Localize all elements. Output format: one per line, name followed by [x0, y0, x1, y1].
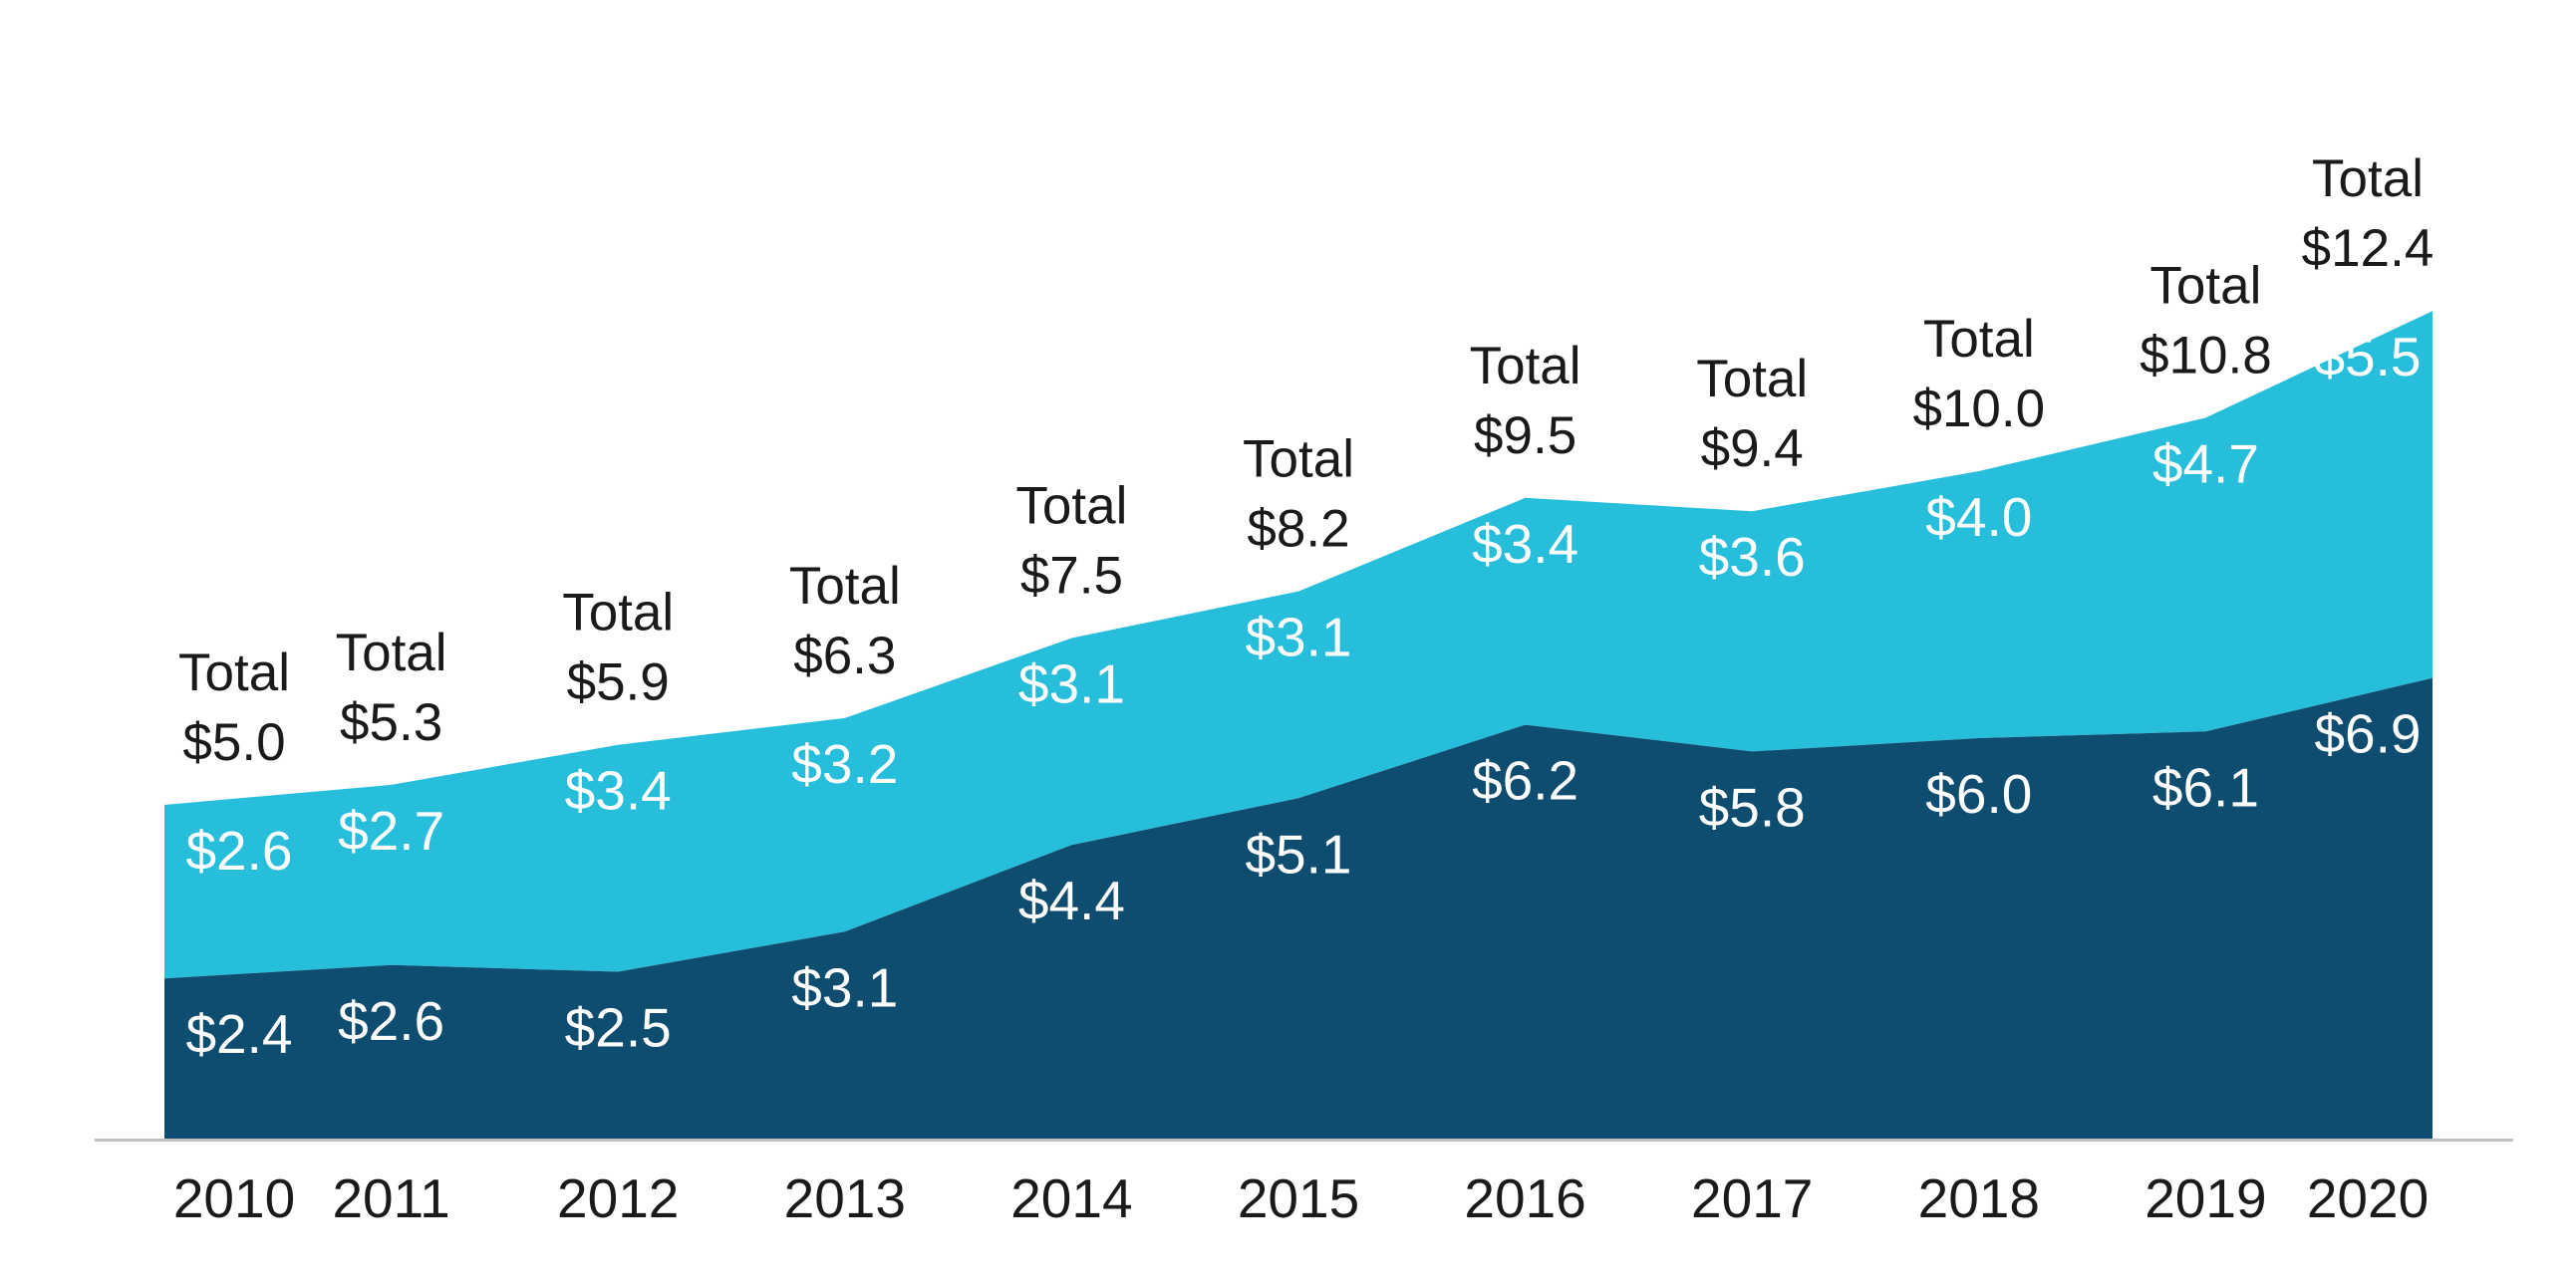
series-2-label: $3.4: [1472, 513, 1578, 575]
total-word-label: Total: [1243, 430, 1354, 489]
total-value-label: $7.5: [1020, 547, 1123, 606]
x-tick-label: 2012: [557, 1167, 679, 1229]
x-tick-labels-layer: 2010 2011 2012 2013 2014 2015 2016 2017 2018 2019…: [173, 1167, 2429, 1229]
total-word-label: Total: [1470, 337, 1581, 395]
total-word-label: Total: [2312, 149, 2424, 208]
series-1-label: $6.0: [1925, 763, 2032, 825]
series-2-label: $3.4: [565, 760, 672, 822]
total-value-label: $5.3: [340, 693, 442, 752]
x-tick-label: 2015: [1238, 1167, 1359, 1229]
series-2-label: $3.2: [791, 733, 898, 795]
data-labels-layer: $2.4 $2.6 $2.5 $3.1 $4.4 $5.1 $6.2 $5.8 $6.0 $6.1…: [185, 326, 2421, 1065]
series-1-label: $2.6: [338, 990, 444, 1052]
x-tick-label: 2016: [1464, 1167, 1585, 1229]
x-tick-label: 2010: [173, 1167, 295, 1229]
total-word-label: Total: [1696, 350, 1808, 408]
series-2-label: $5.5: [2314, 326, 2421, 387]
total-labels-layer: Total $5.0 Total $5.3 Total $5.9 Total $6.3 Tota…: [178, 149, 2433, 772]
x-tick-label: 2018: [1918, 1167, 2040, 1229]
x-tick-label: 2014: [1010, 1167, 1132, 1229]
total-value-label: $10.0: [1912, 380, 2045, 438]
total-word-label: Total: [1015, 477, 1127, 536]
series-1-area: [164, 677, 2433, 1139]
series-1-label: $4.4: [1018, 870, 1125, 931]
total-value-label: $9.5: [1474, 406, 1576, 465]
series-2-label: $3.1: [1245, 607, 1351, 668]
x-tick-label: 2019: [2145, 1167, 2266, 1229]
series-1-label: $6.1: [2152, 756, 2259, 818]
x-tick-label: 2013: [784, 1167, 906, 1229]
total-word-label: Total: [178, 644, 290, 702]
series-2-label: $4.7: [2152, 432, 2259, 494]
series-1-label: $6.9: [2314, 703, 2421, 765]
series-2-label: $2.7: [338, 800, 444, 862]
x-tick-label: 2020: [2307, 1167, 2429, 1229]
series-2-label: $3.6: [1699, 526, 1806, 588]
series-1-label: $3.1: [791, 956, 898, 1018]
total-value-label: $5.9: [567, 653, 670, 712]
series-1-label: $2.5: [565, 997, 672, 1059]
series-2-label: $2.6: [185, 820, 292, 882]
series-1-label: $2.4: [185, 1003, 292, 1065]
total-word-label: Total: [1923, 310, 2035, 369]
series-2-area: [164, 311, 2433, 979]
x-tick-label: 2017: [1691, 1167, 1813, 1229]
total-word-label: Total: [562, 584, 674, 643]
series-1-label: $6.2: [1472, 750, 1578, 812]
total-value-label: $6.3: [793, 627, 896, 685]
total-value-label: $9.4: [1701, 419, 1804, 478]
series-2-label: $4.0: [1925, 486, 2032, 548]
x-tick-label: 2011: [332, 1167, 449, 1229]
total-value-label: $5.0: [182, 713, 285, 772]
series-1-label: $5.1: [1245, 823, 1351, 885]
total-value-label: $8.2: [1247, 500, 1349, 559]
total-word-label: Total: [336, 624, 447, 682]
total-word-label: Total: [2149, 256, 2261, 315]
series-2-label: $3.1: [1018, 653, 1125, 715]
total-value-label: $12.4: [2302, 219, 2434, 278]
areas-layer: [164, 311, 2433, 1139]
series-1-label: $5.8: [1699, 776, 1806, 838]
total-word-label: Total: [789, 557, 901, 616]
total-value-label: $10.8: [2140, 326, 2272, 385]
